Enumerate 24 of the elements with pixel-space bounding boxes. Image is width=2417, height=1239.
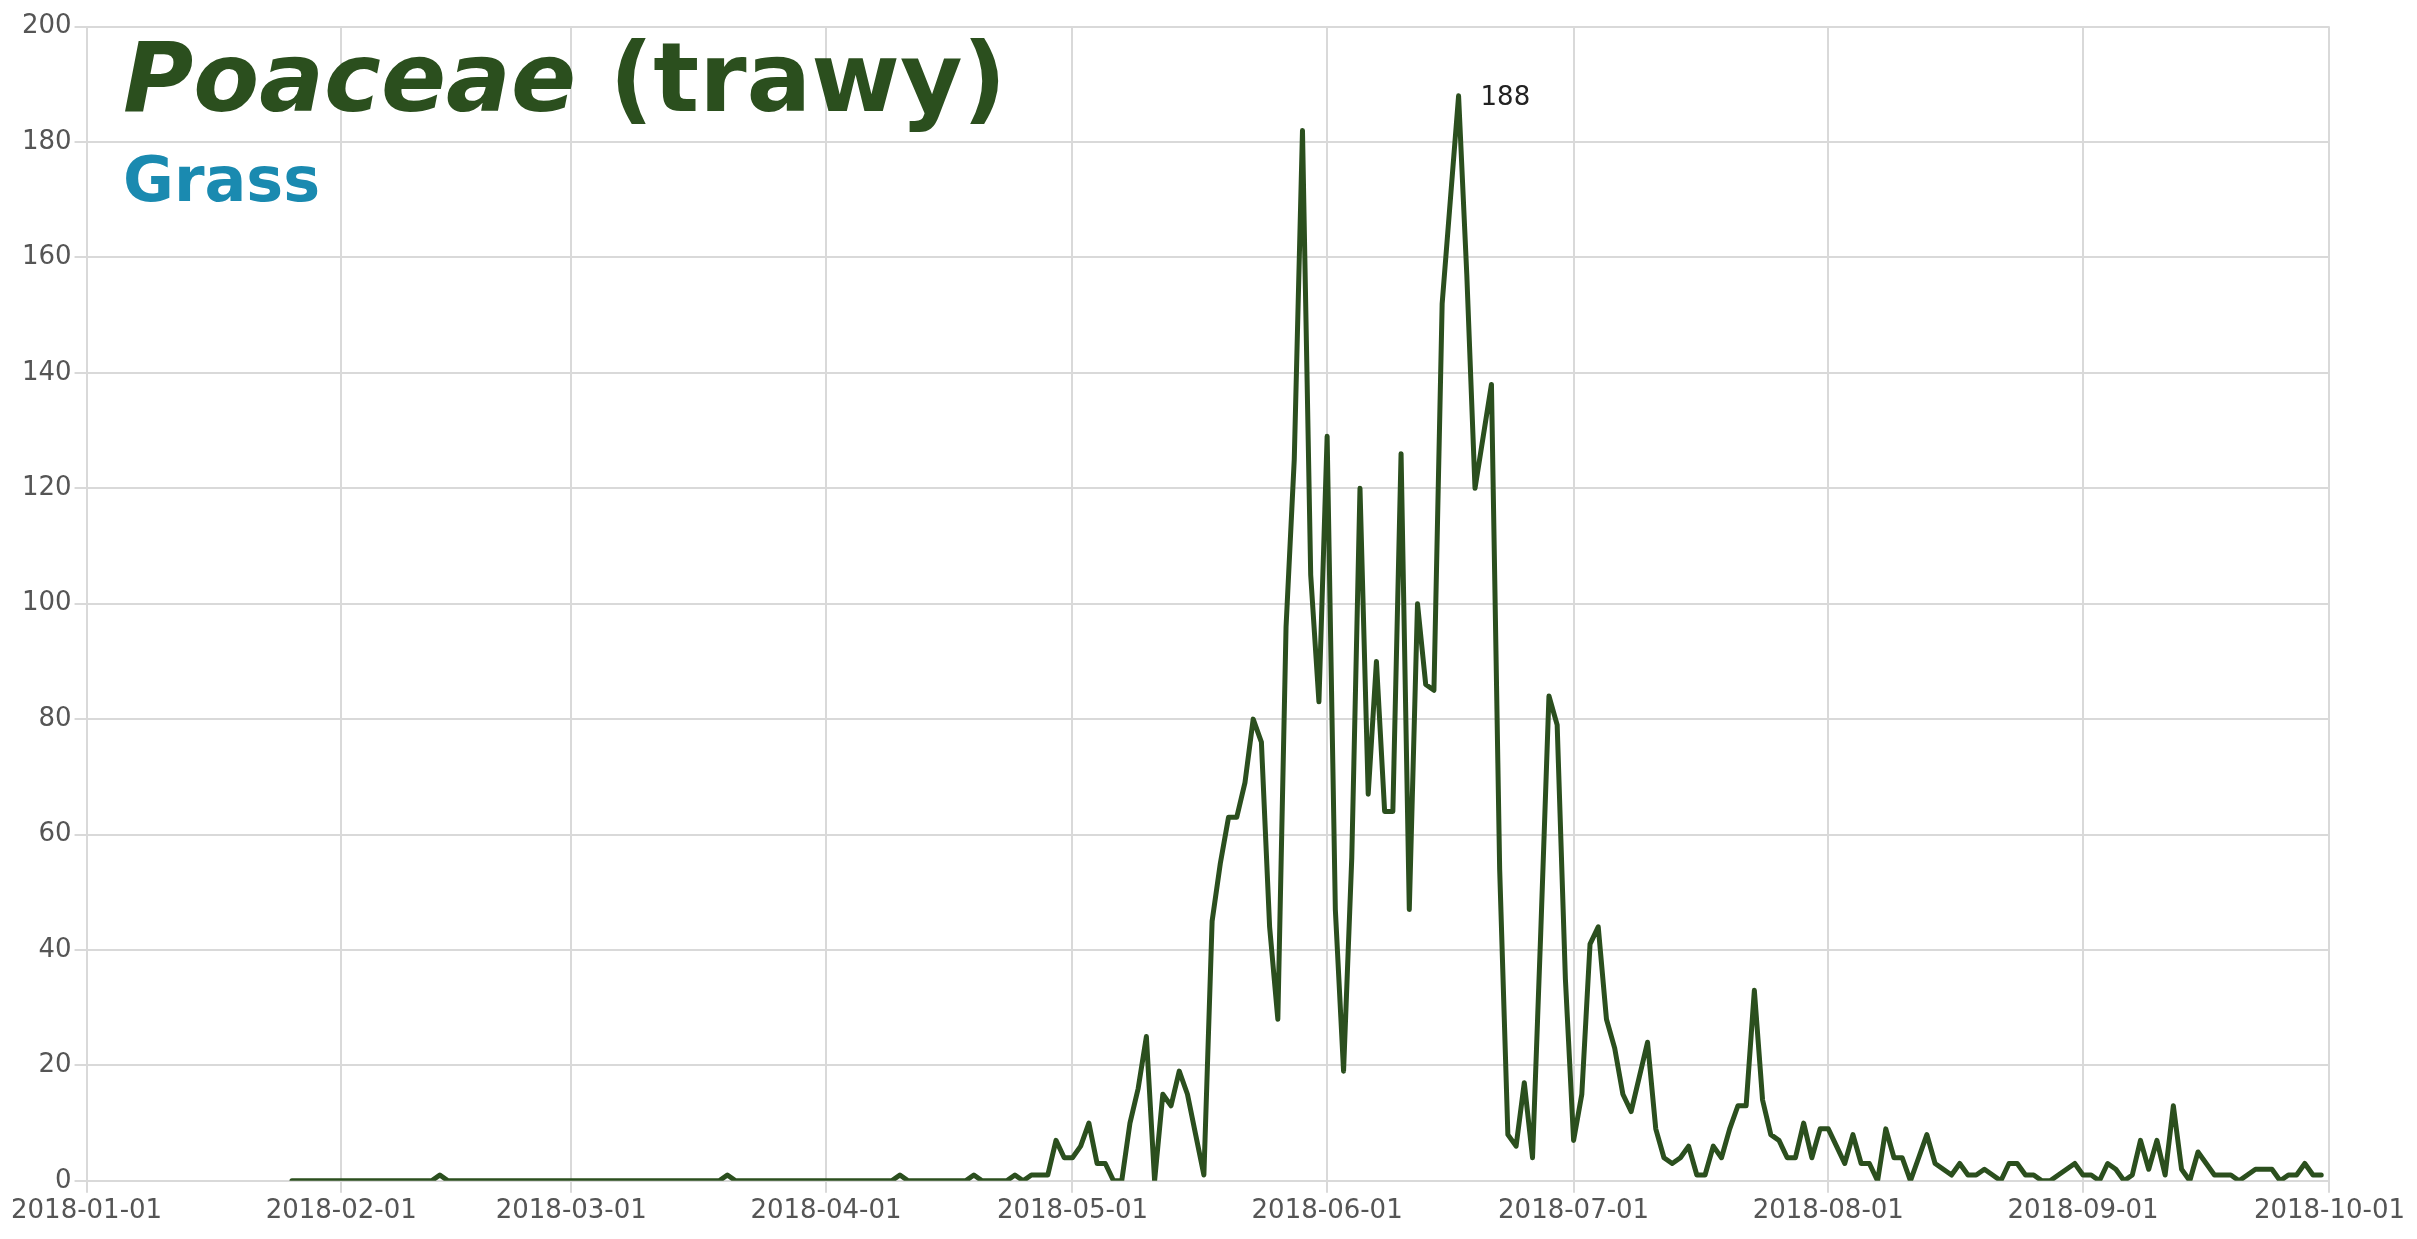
- x-tick-label: 2018-09-01: [2007, 1194, 2159, 1225]
- y-tick-label: 20: [38, 1048, 72, 1079]
- x-tick-label: 2018-08-01: [1752, 1194, 1904, 1225]
- y-tick-label: 0: [55, 1163, 72, 1194]
- x-tick-label: 2018-10-01: [2253, 1194, 2405, 1225]
- y-tick-label: 200: [21, 9, 72, 40]
- text: Grass: [123, 143, 321, 216]
- x-tick-label: 2018-01-01: [11, 1194, 163, 1225]
- x-tick-label: 2018-07-01: [1498, 1194, 1650, 1225]
- chart-title: Poaceae (trawy): [123, 22, 1007, 134]
- y-tick-label: 120: [21, 471, 72, 502]
- x-tick-label: 2018-02-01: [265, 1194, 417, 1225]
- y-tick-label: 60: [38, 817, 72, 848]
- annotation: 188: [1480, 80, 1531, 111]
- y-tick-label: 40: [38, 932, 72, 963]
- y-tick-label: 140: [21, 355, 72, 386]
- x-tick-label: 2018-05-01: [996, 1194, 1148, 1225]
- x-tick-label: 2018-03-01: [495, 1194, 647, 1225]
- y-tick-label: 160: [21, 240, 72, 271]
- y-tick-label: 100: [21, 586, 72, 617]
- y-tick-label: 80: [38, 701, 72, 732]
- x-tick-label: 2018-06-01: [1251, 1194, 1403, 1225]
- y-tick-label: 180: [21, 124, 72, 155]
- x-tick-label: 2018-04-01: [750, 1194, 902, 1225]
